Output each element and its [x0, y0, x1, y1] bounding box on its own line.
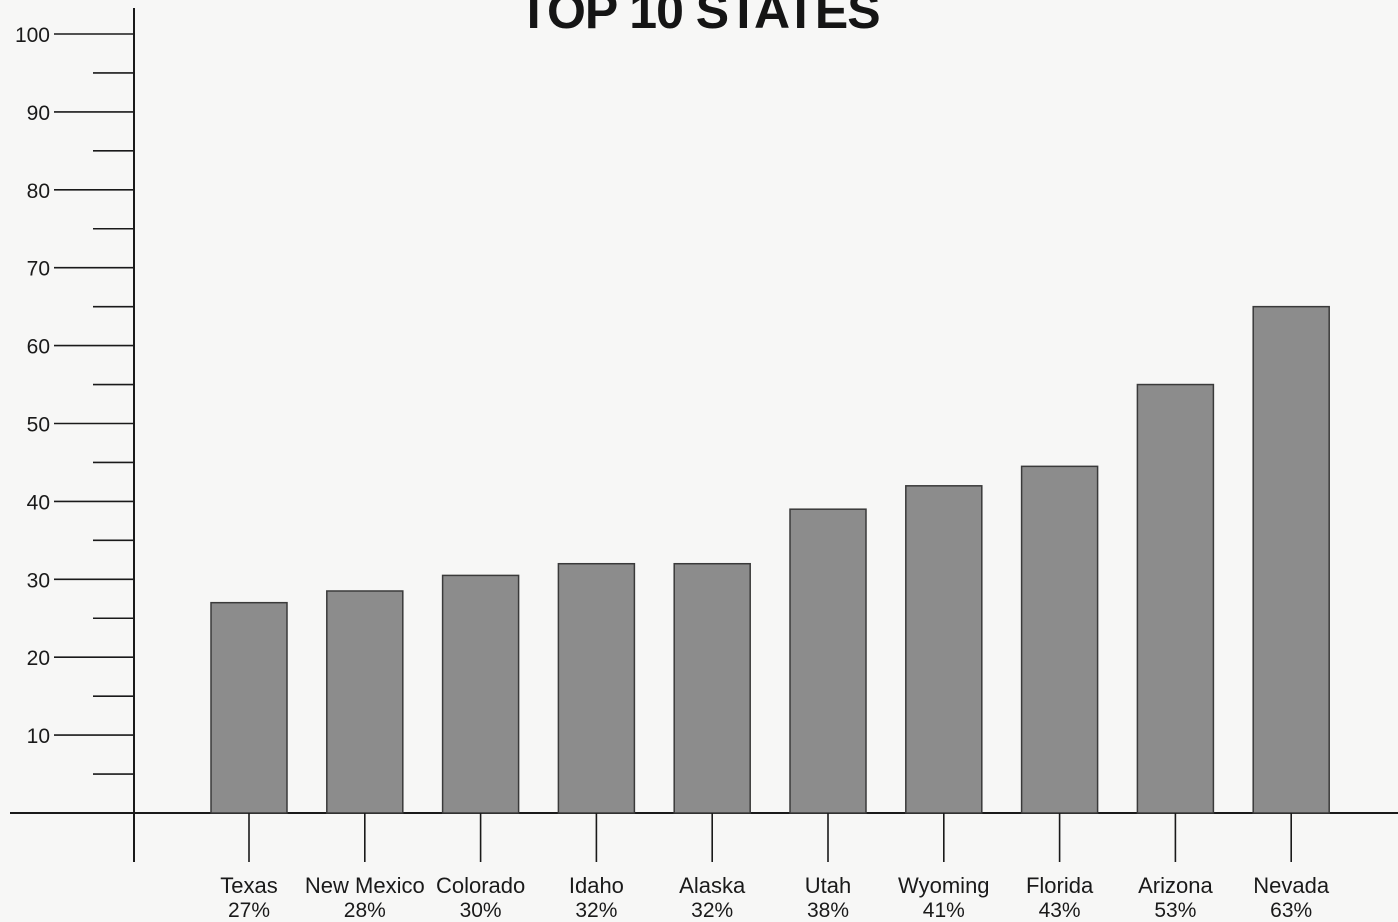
y-tick-label: 20	[27, 647, 50, 670]
chart-title: TOP 10 STATES	[518, 0, 880, 39]
value-label: 63%	[1270, 899, 1312, 922]
y-tick-label: 80	[27, 180, 50, 203]
value-label: 27%	[228, 899, 270, 922]
category-label: Utah	[805, 873, 851, 898]
y-tick-label: 60	[27, 336, 50, 359]
y-tick-label: 10	[27, 725, 50, 748]
bar	[557, 562, 636, 814]
y-tick-label: 50	[27, 414, 50, 437]
y-tick-label: 30	[27, 569, 50, 592]
category-label: Texas	[220, 873, 277, 898]
category-label: Idaho	[569, 873, 624, 898]
bar	[673, 562, 751, 814]
value-label: 32%	[691, 899, 733, 922]
bar	[326, 590, 404, 814]
value-label: 43%	[1039, 899, 1081, 922]
value-label: 32%	[575, 899, 617, 922]
category-label: Alaska	[679, 873, 746, 898]
category-label: Colorado	[436, 873, 525, 898]
value-label: 41%	[923, 899, 965, 922]
category-label: Nevada	[1253, 873, 1330, 898]
bar	[210, 601, 288, 814]
y-tick-label: 70	[27, 258, 50, 281]
value-label: 53%	[1154, 899, 1196, 922]
bar	[441, 574, 520, 814]
category-label: Arizona	[1138, 873, 1213, 898]
value-label: 30%	[460, 899, 502, 922]
value-label: 38%	[807, 899, 849, 922]
category-label: Wyoming	[898, 873, 990, 898]
bar	[1020, 465, 1099, 814]
category-label: Florida	[1026, 873, 1094, 898]
category-label: New Mexico	[305, 873, 425, 898]
y-tick-label: 100	[15, 24, 50, 47]
value-label: 28%	[344, 899, 386, 922]
bar	[1136, 383, 1215, 814]
y-tick-label: 90	[27, 102, 50, 125]
bar	[905, 485, 983, 814]
bar	[789, 508, 867, 814]
bar	[1252, 305, 1330, 814]
y-tick-label: 40	[27, 491, 50, 514]
